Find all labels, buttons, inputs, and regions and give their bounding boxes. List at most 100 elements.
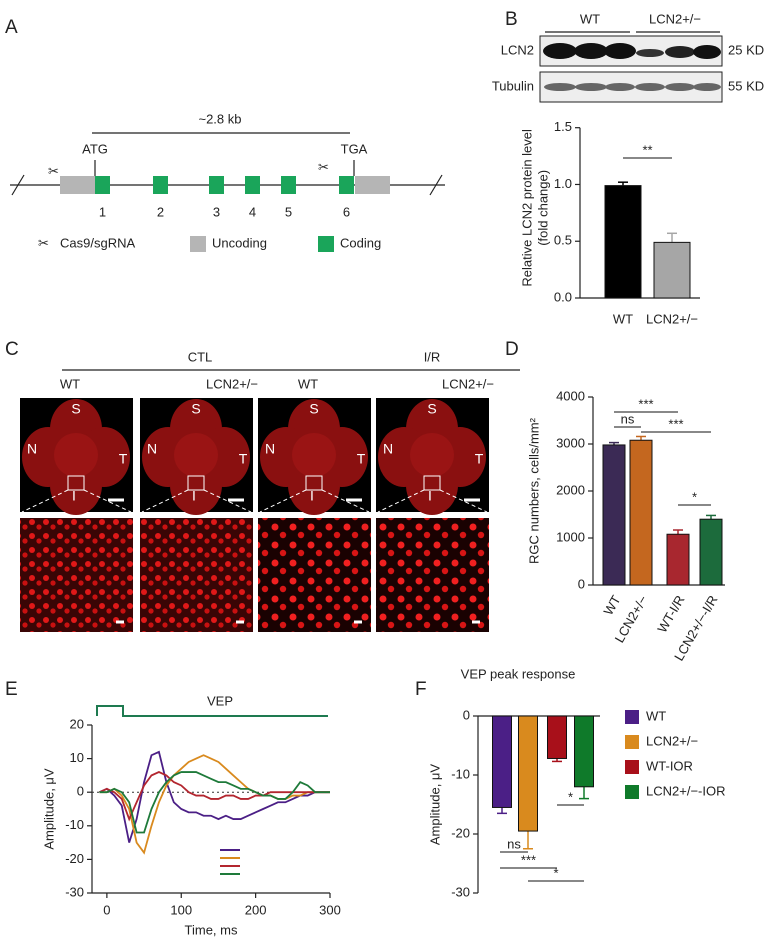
orientation: T <box>475 451 484 467</box>
x-tick-label: WT-I/R <box>654 593 687 636</box>
series-line <box>99 771 330 834</box>
y-tick-label: -10 <box>65 817 84 832</box>
significance: ns <box>621 411 635 426</box>
orientation: S <box>71 401 80 417</box>
orientation: T <box>239 451 248 467</box>
x-tick-label: 0 <box>103 902 110 917</box>
x-axis-label: Time, ms <box>185 922 238 937</box>
cells <box>140 518 253 632</box>
bar <box>699 518 723 586</box>
legend-label: WT <box>646 708 666 723</box>
utr <box>60 176 95 194</box>
exon <box>281 176 296 194</box>
chart-title: VEP <box>207 693 233 708</box>
chart-title: VEP peak response <box>461 666 576 681</box>
legend-label: WT-IOR <box>646 758 693 773</box>
band <box>575 83 607 91</box>
column-label: LCN2+/− <box>442 376 494 391</box>
bar <box>574 715 594 788</box>
exon-label: 3 <box>213 204 220 219</box>
exon <box>95 176 110 194</box>
bar <box>629 439 653 586</box>
panel-label: E <box>5 679 18 700</box>
length-label: ~2.8 kb <box>198 111 241 126</box>
retina-images: CTL I/R WT S N T I LCN2+/− S N T I WT S N T I LCN2+/− S N… <box>20 349 520 632</box>
y-tick-label: 1.5 <box>554 119 572 134</box>
column-label: WT <box>60 376 80 391</box>
panel-label: D <box>505 339 519 360</box>
group-label: CTL <box>188 349 213 364</box>
y-tick-label: 4000 <box>556 388 585 403</box>
legend-label: Coding <box>340 235 381 250</box>
legend-swatch <box>625 735 639 749</box>
exon-label: 5 <box>285 204 292 219</box>
center <box>410 433 454 477</box>
y-tick-label: -10 <box>451 766 470 781</box>
y-tick-label: 1.0 <box>554 176 572 191</box>
group-label: LCN2+/− <box>649 11 701 26</box>
scissors-icon: ✂ <box>38 235 49 250</box>
exon-label: 1 <box>99 204 106 219</box>
band <box>604 43 636 59</box>
band <box>544 83 576 91</box>
column-label: LCN2+/− <box>206 376 258 391</box>
panel-label: C <box>5 339 19 360</box>
scissors-icon: ✂ <box>318 159 329 174</box>
roi <box>67 475 85 491</box>
significance: * <box>692 489 697 504</box>
legend-label: Cas9/sgRNA <box>60 235 135 250</box>
size-label: 25 KD <box>728 42 764 57</box>
y-axis-label: Amplitude, μV <box>427 764 442 846</box>
band <box>665 46 695 58</box>
y-tick-label: 10 <box>70 750 84 765</box>
zoom-line <box>377 489 488 513</box>
column-label: WT <box>298 376 318 391</box>
legend-swatch <box>318 236 334 252</box>
series-line <box>99 754 330 855</box>
legend-label: LCN2+/− <box>646 733 698 748</box>
zoom-line <box>259 489 370 513</box>
y-tick-label: 1000 <box>556 529 585 544</box>
y-tick-label: 0 <box>463 707 470 722</box>
significance: * <box>553 865 558 880</box>
orientation: T <box>357 451 366 467</box>
orientation: N <box>27 441 37 457</box>
bar <box>604 185 642 299</box>
cells <box>20 518 133 632</box>
y-tick-label: -30 <box>451 884 470 899</box>
legend-swatch <box>625 760 639 774</box>
legend-swatch <box>190 236 206 252</box>
scissors-icon: ✂ <box>48 163 59 178</box>
zoom-line <box>141 489 252 513</box>
center <box>174 433 218 477</box>
band <box>693 83 721 91</box>
stop-codon: TGA <box>341 141 368 156</box>
significance: ** <box>642 142 652 157</box>
exon <box>339 176 354 194</box>
roi <box>423 475 441 491</box>
y-tick-label: -20 <box>451 825 470 840</box>
panel-label: F <box>415 679 427 700</box>
legend-label: Uncoding <box>212 235 267 250</box>
exon-label: 4 <box>249 204 256 219</box>
legend-swatch <box>625 710 639 724</box>
cells <box>258 518 371 632</box>
y-axis-label: Amplitude, μV <box>41 768 56 850</box>
break <box>429 174 443 196</box>
y-axis-label: (fold change) <box>535 170 550 246</box>
bar <box>666 533 690 586</box>
band <box>605 83 635 91</box>
series-line <box>99 750 330 843</box>
bar <box>602 444 626 586</box>
bar <box>547 715 567 759</box>
x-tick-label: 200 <box>245 902 267 917</box>
orientation: S <box>309 401 318 417</box>
y-tick-label: 0.0 <box>554 289 572 304</box>
roi <box>187 475 205 491</box>
bar <box>518 715 538 832</box>
y-tick-label: 3000 <box>556 435 585 450</box>
bar <box>492 715 512 808</box>
band <box>665 83 695 91</box>
